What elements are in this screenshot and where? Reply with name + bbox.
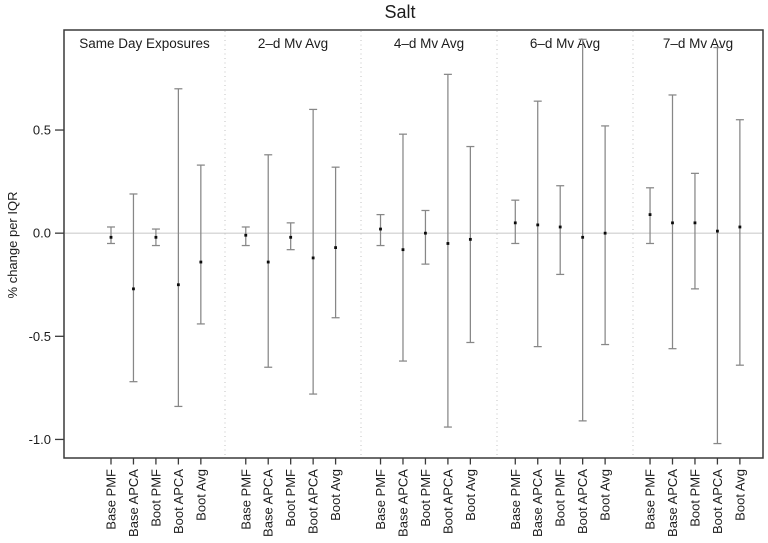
- point-estimate-marker: [536, 223, 540, 227]
- error-bar-6-d-mv-avg-base-pmf: [511, 199, 520, 245]
- panel-label-7-d-mv-avg: 7–d Mv Avg: [663, 36, 733, 51]
- point-estimate-marker: [581, 235, 585, 239]
- x-category-label: Boot APCA: [710, 469, 725, 534]
- point-estimate-marker: [311, 256, 315, 260]
- point-estimate-marker: [289, 235, 293, 239]
- plot-marks: 0.5 0.0 -0.5 -1.0 Same Day Exposures Base PMF…: [29, 29, 764, 537]
- x-category-label: Base APCA: [530, 469, 545, 537]
- point-estimate-marker: [109, 235, 113, 239]
- point-estimate-marker: [154, 235, 158, 239]
- x-category-label: Boot APCA: [575, 469, 590, 534]
- error-bar-4-d-mv-avg-boot-apca: [443, 73, 452, 428]
- y-axis-title: % change per IQR: [5, 192, 20, 299]
- error-bar-2-d-mv-avg-base-pmf: [241, 226, 250, 247]
- x-category-label: Boot APCA: [306, 469, 321, 534]
- panel-label-6-d-mv-avg: 6–d Mv Avg: [530, 36, 600, 51]
- point-estimate-marker: [424, 231, 427, 235]
- error-bar-6-d-mv-avg-boot-avg: [601, 125, 610, 346]
- y-tick-label: -1.0: [29, 432, 51, 447]
- error-bar-2-d-mv-avg-boot-avg: [331, 166, 340, 319]
- point-estimate-marker: [671, 221, 674, 225]
- point-estimate-marker: [401, 248, 405, 252]
- x-category-label: Boot Avg: [328, 469, 343, 521]
- plot-frame: [63, 29, 764, 459]
- y-tick-label: 0.5: [33, 123, 51, 138]
- error-bar-4-d-mv-avg-boot-pmf: [421, 209, 430, 265]
- error-bar-7-d-mv-avg-base-apca: [668, 94, 677, 350]
- y-tick-label: -0.5: [29, 329, 51, 344]
- point-estimate-marker: [716, 229, 719, 233]
- x-category-label: Base APCA: [261, 469, 276, 537]
- x-category-label: Boot APCA: [171, 469, 186, 534]
- error-bar-6-d-mv-avg-base-apca: [533, 100, 542, 348]
- error-bar-7-d-mv-avg-boot-pmf: [690, 172, 699, 290]
- point-estimate-marker: [738, 225, 742, 229]
- x-category-label: Base PMF: [238, 469, 253, 530]
- x-category-label: Base PMF: [104, 469, 119, 530]
- point-estimate-marker: [468, 237, 472, 241]
- x-category-label: Boot APCA: [440, 469, 455, 534]
- x-category-label: Boot Avg: [732, 469, 747, 521]
- error-bar-2-d-mv-avg-base-apca: [264, 154, 273, 368]
- error-bar-6-d-mv-avg-boot-pmf: [556, 185, 565, 276]
- error-bar-4-d-mv-avg-boot-avg: [466, 145, 475, 344]
- x-category-label: Boot PMF: [418, 469, 433, 527]
- point-estimate-marker: [648, 213, 652, 217]
- error-bar-same-day-exposures-boot-avg: [196, 164, 205, 325]
- panel-label-same-day-exposures: Same Day Exposures: [79, 36, 210, 51]
- y-tick-label: 0.0: [33, 226, 51, 241]
- error-bar-2-d-mv-avg-boot-apca: [309, 108, 318, 395]
- x-category-label: Base PMF: [643, 469, 658, 530]
- error-bar-6-d-mv-avg-boot-apca: [578, 38, 587, 422]
- error-bar-7-d-mv-avg-boot-apca: [713, 46, 722, 445]
- point-estimate-marker: [379, 227, 382, 231]
- point-estimate-marker: [603, 231, 607, 235]
- x-category-label: Base PMF: [508, 469, 523, 530]
- x-category-label: Base APCA: [126, 469, 141, 537]
- error-bar-7-d-mv-avg-boot-avg: [735, 119, 744, 366]
- error-bar-same-day-exposures-boot-apca: [174, 88, 183, 408]
- point-estimate-marker: [334, 246, 337, 250]
- x-category-label: Boot Avg: [463, 469, 478, 521]
- x-category-label: Base PMF: [373, 469, 388, 530]
- error-bar-same-day-exposures-boot-pmf: [151, 228, 160, 247]
- x-category-label: Boot Avg: [193, 469, 208, 521]
- point-estimate-marker: [446, 242, 450, 245]
- error-bar-same-day-exposures-base-apca: [129, 193, 138, 383]
- error-bar-4-d-mv-avg-base-apca: [398, 133, 407, 362]
- panel-label-4-d-mv-avg: 4–d Mv Avg: [394, 36, 464, 51]
- chart-title: Salt: [384, 2, 415, 22]
- x-category-label: Boot PMF: [148, 469, 163, 527]
- point-estimate-marker: [132, 287, 135, 291]
- point-estimate-marker: [176, 283, 180, 287]
- point-estimate-marker: [693, 221, 697, 225]
- error-bar-2-d-mv-avg-boot-pmf: [286, 222, 295, 251]
- x-category-label: Boot PMF: [687, 469, 702, 527]
- point-estimate-marker: [513, 221, 517, 225]
- x-category-label: Boot PMF: [283, 469, 298, 527]
- panel-label-2-d-mv-avg: 2–d Mv Avg: [258, 36, 328, 51]
- x-category-label: Base APCA: [665, 469, 680, 537]
- point-estimate-marker: [558, 225, 562, 229]
- error-bar-same-day-exposures-base-pmf: [107, 226, 115, 245]
- error-bar-7-d-mv-avg-base-pmf: [646, 187, 655, 245]
- point-estimate-marker: [266, 260, 270, 264]
- x-category-label: Boot PMF: [553, 469, 568, 527]
- point-estimate-marker: [199, 260, 203, 264]
- point-estimate-marker: [244, 233, 248, 237]
- x-category-label: Base APCA: [395, 469, 410, 537]
- x-category-label: Boot Avg: [598, 469, 613, 521]
- error-bar-4-d-mv-avg-base-pmf: [376, 213, 385, 247]
